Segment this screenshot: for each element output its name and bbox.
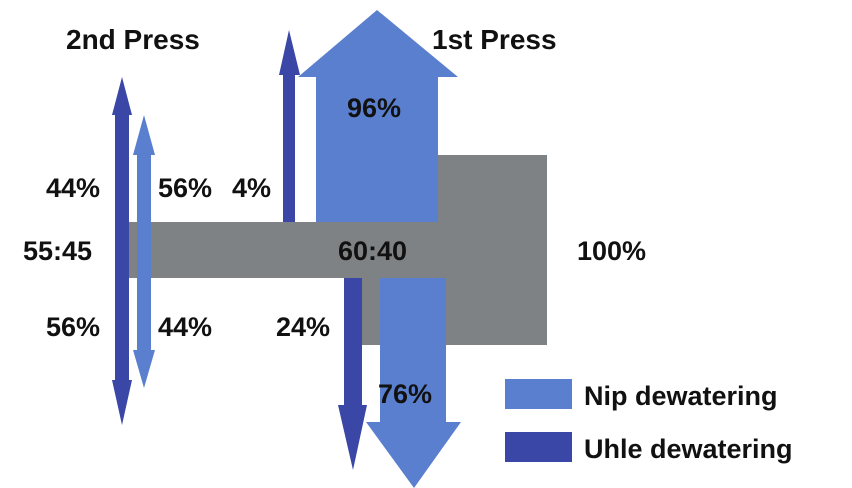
legend-label-nip: Nip dewatering bbox=[584, 381, 778, 411]
nip-dewatering-up-arrow bbox=[298, 10, 458, 222]
second-press-ratio: 55:45 bbox=[23, 236, 92, 266]
legend: Nip dewatering Uhle dewatering bbox=[505, 379, 793, 464]
second-press-title: 2nd Press bbox=[66, 24, 200, 55]
uhle-up-percent-second-press: 44% bbox=[46, 173, 100, 203]
legend-swatch-uhle bbox=[505, 432, 572, 462]
legend-label-uhle: Uhle dewatering bbox=[584, 434, 793, 464]
legend-swatch-nip bbox=[505, 379, 572, 409]
first-press-title: 1st Press bbox=[432, 24, 557, 55]
inflow-percent: 100% bbox=[577, 236, 646, 266]
uhle-up-percent-first-press: 4% bbox=[232, 173, 271, 203]
uhle-down-percent-second-press: 56% bbox=[46, 312, 100, 342]
uhle-down-percent-first-press: 24% bbox=[276, 312, 330, 342]
nip-down-percent-second-press: 44% bbox=[158, 312, 212, 342]
uhle-dewatering-arrow-second-press bbox=[112, 77, 132, 425]
uhle-dewatering-down-arrow-first-press bbox=[338, 278, 367, 470]
nip-dewatering-down-arrow bbox=[366, 278, 461, 488]
nip-dewatering-arrow-second-press bbox=[133, 115, 155, 388]
second-press-flow-band bbox=[115, 222, 350, 278]
uhle-dewatering-up-arrow-first-press bbox=[279, 30, 300, 222]
first-press-ratio: 60:40 bbox=[338, 236, 407, 266]
nip-up-percent-first-press: 96% bbox=[347, 93, 401, 123]
nip-down-percent-first-press: 76% bbox=[378, 379, 432, 409]
nip-up-percent-second-press: 56% bbox=[158, 173, 212, 203]
